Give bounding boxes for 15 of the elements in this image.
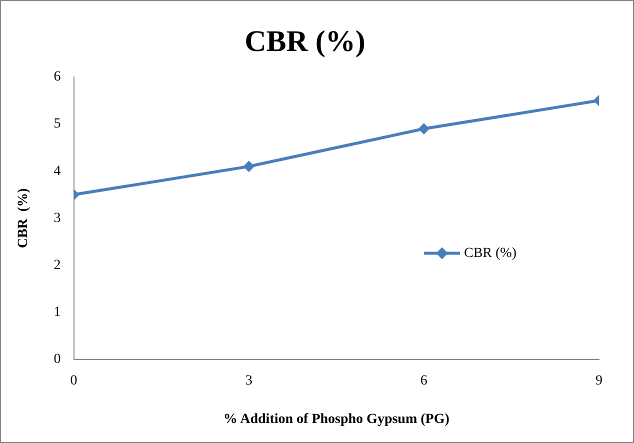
y-tick-label: 2 xyxy=(54,258,61,273)
x-tick-label: 6 xyxy=(420,373,428,388)
x-axis-title: % Addition of Phospho Gypsum (PG) xyxy=(223,412,450,428)
chart-title: CBR (%) xyxy=(244,24,366,58)
y-tick-label: 0 xyxy=(54,352,61,368)
x-tick-label: 9 xyxy=(596,373,602,388)
y-axis-title: CBR (%) xyxy=(16,188,32,248)
x-tick-label: 3 xyxy=(245,373,252,388)
y-tick-label: 5 xyxy=(54,116,61,132)
y-tick-label: 6 xyxy=(54,70,61,85)
y-tick-label: 3 xyxy=(54,210,61,226)
y-tick-label: 1 xyxy=(54,305,61,320)
x-tick-label: 0 xyxy=(70,373,78,388)
y-tick-label: 4 xyxy=(54,164,61,179)
legend-label: CBR (%) xyxy=(464,246,517,261)
